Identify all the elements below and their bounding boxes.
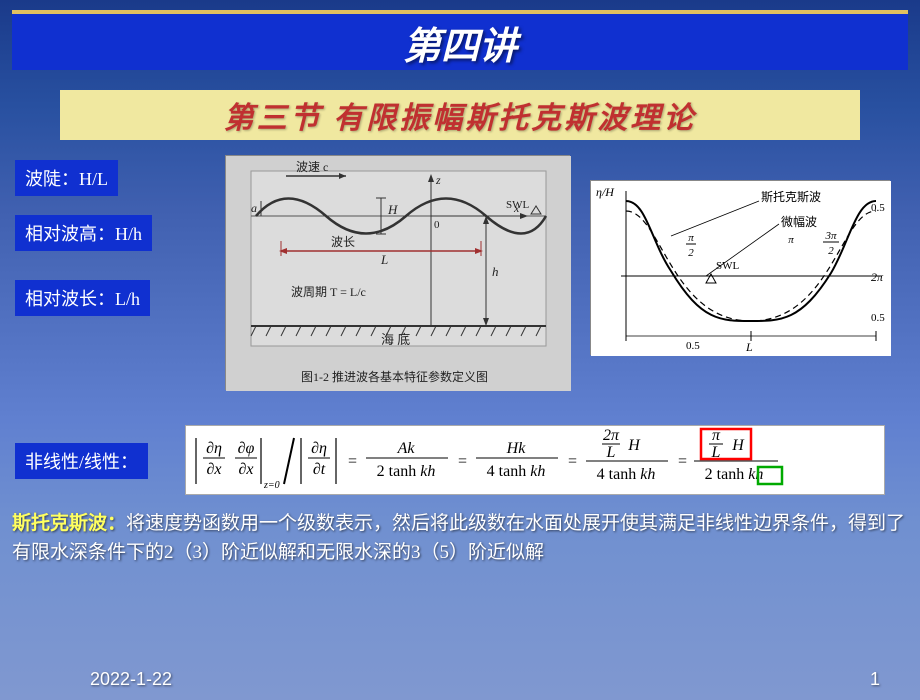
svg-text:2 tanh kh: 2 tanh kh — [377, 463, 436, 480]
d1-seabed: 海 底 — [381, 332, 410, 347]
svg-text:∂φ: ∂φ — [238, 440, 255, 457]
svg-text:Ak: Ak — [397, 440, 416, 457]
svg-text:L: L — [606, 444, 616, 461]
lecture-title-bar: 第四讲 — [12, 10, 908, 70]
svg-text:=: = — [678, 453, 687, 470]
svg-text:4 tanh kh: 4 tanh kh — [597, 466, 656, 483]
svg-text:3π: 3π — [824, 230, 837, 242]
section-subtitle: 第三节 有限振幅斯托克斯波理论 — [224, 93, 697, 137]
label-nonlinear-linear: 非线性/线性： — [15, 443, 148, 479]
equation-row: 非线性/线性： ∂η ∂x ∂φ ∂x z=0 ∂η ∂t — [10, 425, 910, 495]
svg-text:Hk: Hk — [506, 440, 527, 457]
footer-date: 2022-1-22 — [90, 669, 172, 690]
d2-swl: SWL — [716, 260, 740, 272]
svg-text:2 tanh kh: 2 tanh kh — [705, 466, 764, 483]
desc-emphasis: 斯托克斯波： — [12, 513, 126, 534]
svg-text:∂η: ∂η — [311, 440, 327, 457]
lecture-title: 第四讲 — [403, 15, 517, 70]
desc-body: 将速度势函数用一个级数表示，然后将此级数在水面处展开使其满足非线性边界条件，得到… — [12, 513, 905, 563]
d1-period: 波周期 T = L/c — [291, 285, 366, 299]
svg-text:4 tanh kh: 4 tanh kh — [487, 463, 546, 480]
d1-amplitude: a — [251, 201, 257, 215]
equation-box: ∂η ∂x ∂φ ∂x z=0 ∂η ∂t = Ak — [185, 425, 885, 495]
d2-stokes-label: 斯托克斯波 — [761, 190, 821, 204]
footer-page: 1 — [870, 669, 880, 690]
section-subtitle-bar: 第三节 有限振幅斯托克斯波理论 — [60, 90, 860, 140]
svg-text:=: = — [458, 453, 467, 470]
svg-text:=: = — [348, 453, 357, 470]
svg-text:∂t: ∂t — [313, 461, 326, 478]
label-relative-height: 相对波高：H/h — [15, 215, 152, 251]
svg-text:∂x: ∂x — [238, 461, 253, 478]
d2-xmid: 0.5 — [686, 340, 700, 352]
d1-axis-z: z — [435, 173, 441, 187]
d1-wave-speed: 波速 c — [296, 160, 328, 174]
d1-height: H — [387, 202, 398, 217]
mid-section: 波陡：H/L 相对波高：H/h 相对波长：L/h 波速 c z x 0 SWL — [10, 155, 910, 415]
d2-ylabel: η/H — [596, 185, 615, 199]
svg-text:=: = — [568, 453, 577, 470]
d1-depth: h — [492, 264, 499, 279]
d2-xfull: 2π — [871, 270, 884, 284]
d2-ybot: 0.5 — [871, 312, 885, 324]
diagram-wave-parameters: 波速 c z x 0 SWL a H — [225, 155, 570, 390]
d2-linear-label: 微幅波 — [781, 214, 817, 229]
svg-text:2: 2 — [828, 245, 834, 257]
stokes-description: 斯托克斯波：将速度势函数用一个级数表示，然后将此级数在水面处展开使其满足非线性边… — [12, 510, 908, 567]
d2-xsym: L — [745, 340, 753, 354]
svg-text:∂x: ∂x — [206, 461, 221, 478]
slide-footer: 2022-1-22 1 — [0, 669, 920, 690]
d2-ytop: 0.5 — [871, 202, 885, 214]
svg-text:π: π — [788, 234, 794, 246]
d1-wavelength-sym: L — [380, 252, 388, 267]
d1-swl: SWL — [506, 199, 530, 211]
svg-text:∂η: ∂η — [206, 440, 222, 457]
d1-origin: 0 — [434, 219, 440, 231]
svg-text:2: 2 — [688, 247, 694, 259]
label-relative-length: 相对波长：L/h — [15, 280, 150, 316]
label-wave-steepness: 波陡：H/L — [15, 160, 118, 196]
svg-text:2π: 2π — [603, 427, 620, 444]
svg-text:π: π — [688, 232, 694, 244]
d1-caption: 图1-2 推进波各基本特征参数定义图 — [301, 369, 488, 384]
svg-text:z=0: z=0 — [263, 480, 280, 491]
d1-wavelength-label: 波长 — [331, 235, 355, 249]
diagram-stokes-comparison: η/H 0.5 0.5 2π 斯托克斯波 微幅波 SWL π2 π 3 — [590, 180, 890, 355]
svg-text:H: H — [627, 437, 641, 454]
svg-text:H: H — [731, 437, 745, 454]
